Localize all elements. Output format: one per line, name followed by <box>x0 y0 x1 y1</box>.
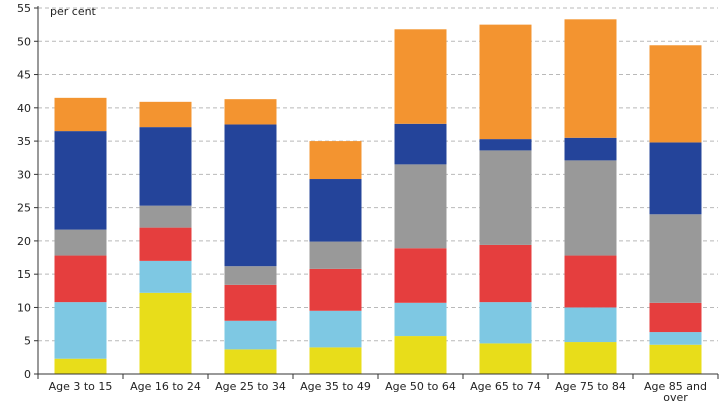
bar-segment <box>394 29 447 124</box>
axes: per cent 0 5 10 15 20 25 30 35 40 45 50 55 Age 3 to … <box>17 2 719 403</box>
bar-segment <box>564 255 617 308</box>
x-tick-label-line: Age 35 to 49 <box>300 380 371 393</box>
x-tick-label: Age 25 to 34 <box>215 380 286 393</box>
bar-segment <box>139 292 192 374</box>
bar-segment <box>224 320 277 350</box>
bar-segment <box>394 302 447 337</box>
y-tick-label: 55 <box>17 2 31 15</box>
y-tick-label: 25 <box>17 202 31 215</box>
y-tick-label: 0 <box>24 368 31 381</box>
bar-segment <box>564 307 617 343</box>
bar-segment <box>224 124 277 267</box>
x-tick-label: Age 65 to 74 <box>470 380 541 393</box>
bar-segment <box>649 344 702 374</box>
bar-segment <box>54 302 107 359</box>
bar-segment <box>224 99 277 125</box>
x-tick-label-line: Age 85 and <box>644 380 707 393</box>
x-tick-label-line: Age 75 to 84 <box>555 380 626 393</box>
bar-segment <box>394 123 447 165</box>
bar-segment <box>224 284 277 321</box>
bars <box>54 19 702 374</box>
y-tick-label: 30 <box>17 168 31 181</box>
bar-segment <box>479 343 532 374</box>
bar-segment <box>139 101 192 128</box>
bar-segment <box>649 142 702 215</box>
x-tick-label-line: Age 3 to 15 <box>49 380 113 393</box>
bar-segment <box>54 229 107 256</box>
bar-segment <box>309 141 362 180</box>
bar-segment <box>309 347 362 374</box>
bar-segment <box>479 24 532 140</box>
y-tick-label: 35 <box>17 135 31 148</box>
bar-segment <box>564 137 617 161</box>
y-tick-label: 40 <box>17 102 31 115</box>
y-tick-label: 45 <box>17 69 31 82</box>
x-tick-label: Age 85 and over <box>644 380 707 403</box>
bar-segment <box>224 266 277 285</box>
bar-segment <box>309 179 362 242</box>
bar-segment <box>649 214 702 303</box>
y-tick-label: 50 <box>17 35 31 48</box>
bar-segment <box>394 248 447 303</box>
x-tick-label-line: Age 50 to 64 <box>385 380 456 393</box>
x-tick-label-line: Age 25 to 34 <box>215 380 286 393</box>
bar-segment <box>564 342 617 374</box>
x-tick-label: Age 75 to 84 <box>555 380 626 393</box>
bar-segment <box>139 127 192 206</box>
bar-segment <box>564 160 617 256</box>
bar-segment <box>139 227 192 261</box>
bar-segment <box>309 310 362 348</box>
bar-segment <box>309 268 362 311</box>
x-tick-label-line: Age 65 to 74 <box>470 380 541 393</box>
bar-segment <box>54 97 107 132</box>
x-tick-label: Age 16 to 24 <box>130 380 201 393</box>
x-tick-label-line: Age 16 to 24 <box>130 380 201 393</box>
bar-segment <box>224 349 277 374</box>
bar-segment <box>479 302 532 344</box>
bar-segment <box>54 131 107 230</box>
x-tick-label-line: over <box>663 391 688 403</box>
bar-segment <box>564 19 617 138</box>
y-tick-label: 15 <box>17 268 31 281</box>
bar-segment <box>649 332 702 345</box>
bar-segment <box>139 205 192 228</box>
bar-segment <box>394 336 447 374</box>
bar-segment <box>479 139 532 151</box>
y-axis-unit-label: per cent <box>50 5 97 18</box>
x-tick-label: Age 35 to 49 <box>300 380 371 393</box>
bar-segment <box>54 255 107 303</box>
bar-segment <box>139 260 192 293</box>
bar-segment <box>54 358 107 374</box>
y-tick-label: 10 <box>17 301 31 314</box>
y-tick-label: 20 <box>17 235 31 248</box>
bar-segment <box>479 150 532 245</box>
bar-segment <box>649 45 702 143</box>
bar-segment <box>309 241 362 269</box>
bar-segment <box>394 164 447 249</box>
bar-segment <box>479 244 532 303</box>
bar-segment <box>649 302 702 333</box>
x-tick-label: Age 50 to 64 <box>385 380 456 393</box>
x-tick-label: Age 3 to 15 <box>49 380 113 393</box>
y-tick-label: 5 <box>24 335 31 348</box>
